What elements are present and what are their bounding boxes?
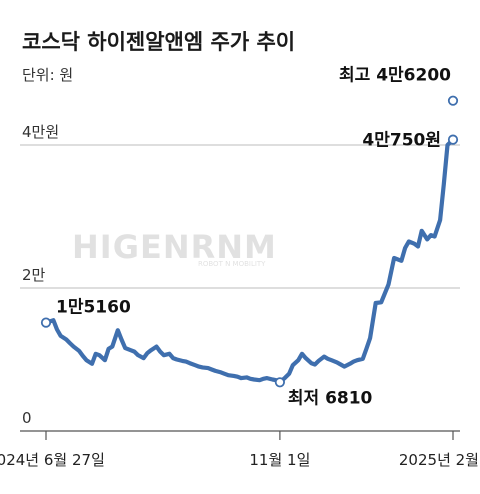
x-tick-label: 2024년 6월 27일 bbox=[0, 451, 105, 469]
annotation-label: 1만5160 bbox=[56, 298, 131, 318]
watermark-subtext: ROBOT N MOBILITY bbox=[198, 260, 266, 268]
annotation-marker bbox=[447, 134, 459, 145]
line-layer bbox=[43, 137, 456, 385]
annotation-label: 4만750원 bbox=[362, 131, 441, 151]
watermark-text: HIGENRNM bbox=[72, 228, 277, 266]
annotation-label: 최고 4만6200 bbox=[339, 66, 451, 86]
y-tick-label: 0 bbox=[22, 409, 32, 427]
annotation-label: 최저 6810 bbox=[288, 388, 373, 408]
y-tick-label: 2만 bbox=[22, 266, 46, 284]
y-tick-label: 4만원 bbox=[22, 123, 59, 141]
annotation-marker bbox=[274, 377, 285, 388]
watermark: HIGENRNM ROBOT N MOBILITY bbox=[72, 228, 277, 268]
annotation-marker bbox=[447, 95, 459, 106]
price-line bbox=[43, 137, 456, 385]
annotation-layer: 1만5160 최저 6810 최고 4만6200 4만750원 bbox=[40, 66, 459, 408]
unit-label: 단위: 원 bbox=[22, 66, 73, 84]
annotation-marker bbox=[40, 317, 52, 328]
x-tick-label: 11월 1일 bbox=[249, 451, 310, 469]
axis-layer: 0 2만 4만원 2024년 6월 27일 11월 1일 2025년 2월 3일 bbox=[0, 123, 480, 469]
x-tick-label: 2025년 2월 3일 bbox=[399, 451, 480, 469]
chart-title: 코스닥 하이젠알앤엠 주가 추이 bbox=[22, 30, 295, 54]
